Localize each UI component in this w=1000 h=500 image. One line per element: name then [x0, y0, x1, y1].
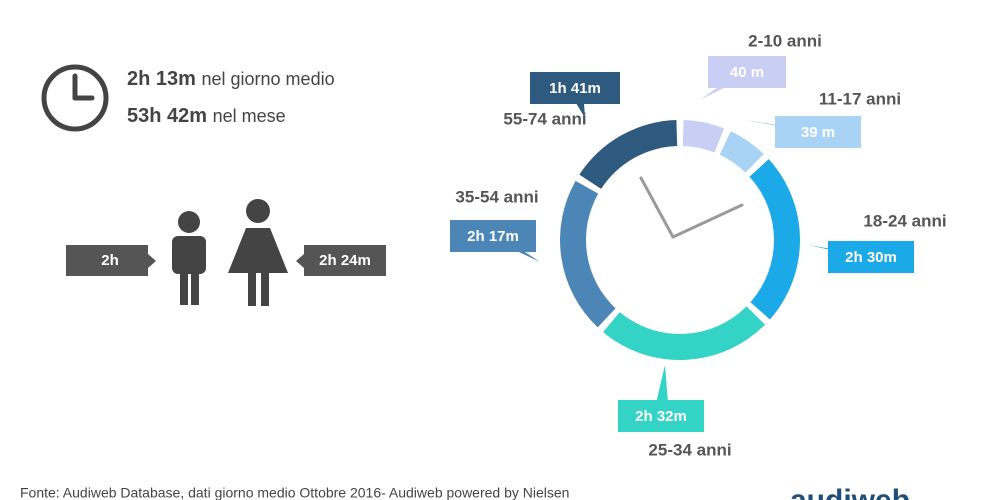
summary-text: nel mese	[213, 106, 286, 126]
category-label: 18-24 anni	[863, 211, 946, 230]
female-callout	[296, 245, 386, 276]
female-icon	[228, 199, 288, 306]
category-label: 11-17 anni	[819, 89, 901, 108]
summary-value: 53h 42m	[127, 105, 207, 127]
value-label: 2h 30m	[845, 249, 897, 266]
female-value: 2h 24m	[319, 252, 371, 269]
category-label: 2-10 anni	[748, 31, 822, 50]
value-label: 2h 32m	[635, 408, 687, 425]
category-label: 55-74 anni	[503, 109, 586, 128]
callout-box	[450, 220, 536, 252]
value-label: 39 m	[801, 124, 835, 141]
summary-value: 2h 13m	[127, 68, 196, 90]
logo: audiweb	[790, 484, 910, 500]
donut-segment	[560, 180, 616, 328]
male-icon	[172, 211, 206, 305]
callout-box	[708, 56, 786, 88]
callout-box	[530, 72, 620, 104]
category-label: 35-54 anni	[455, 187, 538, 206]
donut-segment	[603, 306, 765, 360]
value-label: 2h 17m	[467, 228, 519, 245]
summary-line: 2h 13m nel giorno medio	[127, 68, 335, 90]
clock-hands	[639, 176, 744, 239]
male-value: 2h	[101, 252, 119, 269]
callout-box	[828, 241, 914, 273]
donut-segment	[749, 159, 801, 320]
donut-segment	[682, 120, 725, 153]
donut-segment	[579, 120, 678, 189]
donut-segment	[719, 131, 764, 173]
callout-box	[775, 116, 861, 148]
category-label: 25-34 anni	[648, 440, 731, 459]
clock-icon	[41, 64, 109, 132]
callout-box	[618, 400, 704, 432]
summary-line: 53h 42m nel mese	[127, 105, 286, 127]
value-label: 1h 41m	[549, 80, 601, 97]
summary-text: nel giorno medio	[202, 69, 335, 89]
source: Fonte: Audiweb Database, dati giorno med…	[20, 485, 569, 500]
male-callout	[66, 245, 156, 276]
value-label: 40 m	[730, 64, 764, 81]
